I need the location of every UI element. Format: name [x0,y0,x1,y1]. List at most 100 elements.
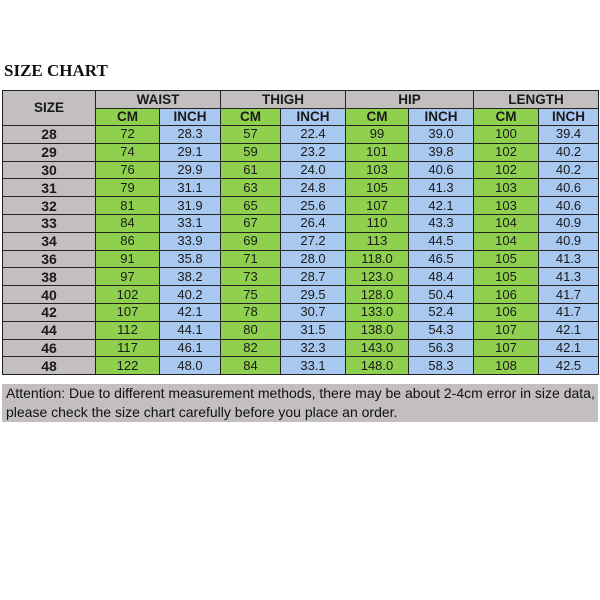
thigh-inch-cell: 32.3 [280,338,346,358]
waist-inch-cell: 28.3 [159,125,221,144]
hip-inch-cell: 40.6 [407,160,475,180]
thigh-cm-cell: 84 [220,356,281,376]
hip-cm-cell: 133.0 [345,302,409,322]
inch-header: INCH [538,108,600,126]
length-inch-cell: 42.1 [538,338,600,358]
thigh-cm-cell: 67 [220,213,281,233]
length-cm-cell: 103 [473,178,540,198]
header-row-groups: SIZE WAIST THIGH HIP LENGTH [2,90,600,126]
length-cm-cell: 102 [473,160,540,180]
thigh-inch-cell: 27.2 [280,231,346,251]
thigh-cm-cell: 78 [220,302,281,322]
size-cell: 33 [2,213,96,233]
size-cell: 28 [2,125,96,144]
hip-inch-cell: 54.3 [407,320,475,340]
hip-cm-cell: 101 [345,142,409,162]
length-cm-cell: 102 [473,142,540,162]
length-cm-cell: 103 [473,196,540,215]
size-cell: 31 [2,178,96,198]
thigh-inch-cell: 30.7 [280,302,346,322]
waist-inch-cell: 29.9 [159,160,221,180]
length-cm-cell: 108 [473,356,540,376]
waist-inch-cell: 33.1 [159,213,221,233]
size-cell: 30 [2,160,96,180]
waist-cm-cell: 117 [95,338,160,358]
table-row: 38 97 38.2 73 28.7 123.0 48.4 105 41.3 [2,267,600,287]
size-cell: 48 [2,356,96,376]
length-inch-cell: 42.1 [538,320,600,340]
waist-cm-cell: 122 [95,356,160,376]
waist-cm-cell: 79 [95,178,160,198]
inch-header: INCH [407,108,475,126]
waist-cm-cell: 76 [95,160,160,180]
hip-inch-cell: 48.4 [407,267,475,287]
table-row: 46 117 46.1 82 32.3 143.0 56.3 107 42.1 [2,338,600,358]
table-row: 42 107 42.1 78 30.7 133.0 52.4 106 41.7 [2,302,600,322]
length-inch-cell: 41.3 [538,249,600,269]
waist-cm-cell: 91 [95,249,160,269]
length-cm-cell: 106 [473,285,540,304]
waist-inch-cell: 29.1 [159,142,221,162]
size-cell: 42 [2,302,96,322]
hip-inch-cell: 44.5 [407,231,475,251]
length-cm-cell: 104 [473,231,540,251]
attention-note: Attention: Due to different measurement … [2,384,598,422]
thigh-inch-cell: 31.5 [280,320,346,340]
thigh-cm-cell: 73 [220,267,281,287]
hip-inch-cell: 58.3 [407,356,475,376]
thigh-inch-cell: 24.8 [280,178,346,198]
length-header: LENGTH [473,90,600,109]
thigh-cm-cell: 69 [220,231,281,251]
table-row: 31 79 31.1 63 24.8 105 41.3 103 40.6 [2,178,600,198]
inch-header: INCH [159,108,221,126]
waist-inch-cell: 46.1 [159,338,221,358]
table-row: 32 81 31.9 65 25.6 107 42.1 103 40.6 [2,196,600,215]
size-cell: 36 [2,249,96,269]
waist-inch-cell: 38.2 [159,267,221,287]
size-cell: 29 [2,142,96,162]
length-inch-cell: 40.2 [538,160,600,180]
table-row: 33 84 33.1 67 26.4 110 43.3 104 40.9 [2,213,600,233]
length-cm-cell: 107 [473,338,540,358]
waist-inch-cell: 40.2 [159,285,221,304]
table-row: 30 76 29.9 61 24.0 103 40.6 102 40.2 [2,160,600,180]
thigh-inch-cell: 28.0 [280,249,346,269]
thigh-inch-cell: 28.7 [280,267,346,287]
table-row: 40 102 40.2 75 29.5 128.0 50.4 106 41.7 [2,285,600,304]
waist-inch-cell: 44.1 [159,320,221,340]
inch-header: INCH [280,108,346,126]
cm-header: CM [473,108,540,126]
hip-cm-cell: 107 [345,196,409,215]
waist-cm-cell: 81 [95,196,160,215]
thigh-inch-cell: 25.6 [280,196,346,215]
length-inch-cell: 41.7 [538,285,600,304]
waist-inch-cell: 42.1 [159,302,221,322]
hip-cm-cell: 99 [345,125,409,144]
hip-cm-cell: 118.0 [345,249,409,269]
size-cell: 44 [2,320,96,340]
length-inch-cell: 39.4 [538,125,600,144]
table-row: 28 72 28.3 57 22.4 99 39.0 100 39.4 [2,125,600,144]
thigh-cm-cell: 61 [220,160,281,180]
hip-cm-cell: 123.0 [345,267,409,287]
size-cell: 38 [2,267,96,287]
hip-inch-cell: 43.3 [407,213,475,233]
length-inch-cell: 40.9 [538,213,600,233]
hip-inch-cell: 46.5 [407,249,475,269]
waist-header: WAIST [95,90,221,109]
waist-inch-cell: 48.0 [159,356,221,376]
thigh-inch-cell: 29.5 [280,285,346,304]
waist-cm-cell: 84 [95,213,160,233]
thigh-cm-cell: 59 [220,142,281,162]
size-cell: 46 [2,338,96,358]
length-inch-cell: 40.9 [538,231,600,251]
thigh-inch-cell: 26.4 [280,213,346,233]
size-chart-table: SIZE WAIST THIGH HIP LENGTH CM INCH CM I… [2,90,600,376]
thigh-cm-cell: 63 [220,178,281,198]
thigh-cm-cell: 80 [220,320,281,340]
hip-inch-cell: 39.0 [407,125,475,144]
table-row: 34 86 33.9 69 27.2 113 44.5 104 40.9 [2,231,600,251]
length-inch-cell: 40.6 [538,196,600,215]
length-inch-cell: 42.5 [538,356,600,376]
size-cell: 32 [2,196,96,215]
